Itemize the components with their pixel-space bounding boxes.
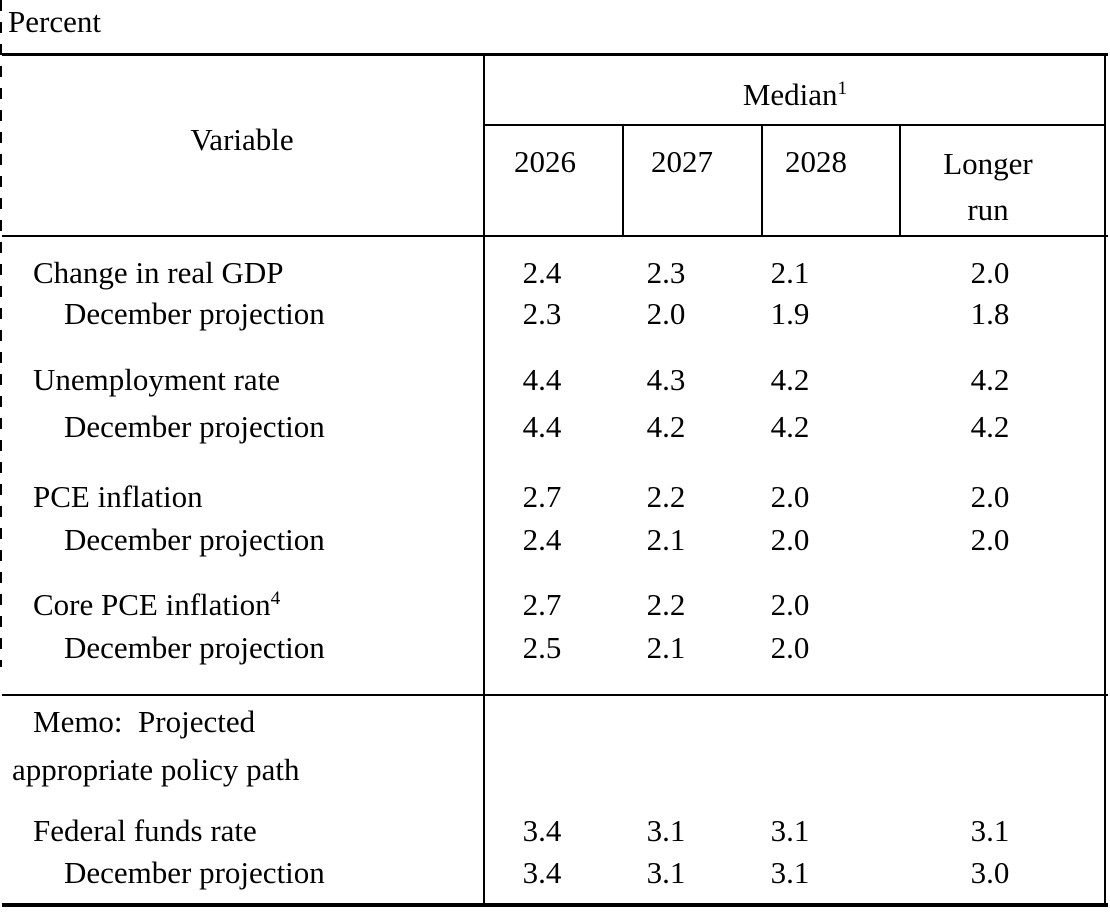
- cell-2027: 2.1: [646, 630, 686, 665]
- longer-run-dashed-separator: [0, 0, 2, 667]
- cell-2028: 2.1: [770, 255, 810, 290]
- cell-2028: 2.0: [770, 630, 810, 665]
- median-label: Median: [742, 77, 838, 112]
- cell-2027: 4.2: [646, 409, 686, 444]
- cell-longer-run: 3.1: [970, 813, 1010, 848]
- cell-2027: 2.0: [646, 296, 686, 331]
- column-header-2027: 2027: [651, 144, 713, 179]
- row-label: December projection: [64, 296, 325, 331]
- cell-2027: 2.1: [646, 522, 686, 557]
- column-header-longer-run: Longer run: [908, 141, 1068, 233]
- cell-2026: 2.4: [522, 255, 562, 290]
- table-row-ffr-december-projection: December projection 3.4 3.1 3.1 3.0: [0, 857, 1110, 889]
- cell-longer-run: 2.0: [970, 479, 1010, 514]
- variable-column-separator: [483, 53, 485, 905]
- cell-2027: 2.3: [646, 255, 686, 290]
- cell-2027: 2.2: [646, 479, 686, 514]
- cell-longer-run: 3.0: [970, 855, 1010, 890]
- cell-2026: 3.4: [522, 813, 562, 848]
- column-header-variable: Variable: [190, 122, 294, 157]
- cell-longer-run: 2.0: [970, 522, 1010, 557]
- row-label: Federal funds rate: [33, 813, 257, 848]
- row-label: Change in real GDP: [33, 255, 284, 290]
- cell-2027: 3.1: [646, 855, 686, 890]
- cell-longer-run: 1.8: [970, 296, 1010, 331]
- cell-2026: 3.4: [522, 855, 562, 890]
- top-rule: [2, 53, 1108, 56]
- row-label: December projection: [64, 522, 325, 557]
- cell-2026: 2.7: [522, 587, 562, 622]
- table-row-core-pce-inflation: Core PCE inflation4 2.7 2.2 2.0: [0, 589, 1110, 621]
- table-row-core-pce-december-projection: December projection 2.5 2.1 2.0: [0, 632, 1110, 664]
- cell-2028: 2.0: [770, 587, 810, 622]
- table-row-pce-inflation: PCE inflation 2.7 2.2 2.0 2.0: [0, 481, 1110, 513]
- cell-2027: 2.2: [646, 587, 686, 622]
- cell-2028: 4.2: [770, 409, 810, 444]
- year-divider-2027-2028: [761, 124, 763, 236]
- bottom-rule: [2, 903, 1108, 907]
- table-row-unemployment-december-projection: December projection 4.4 4.2 4.2 4.2: [0, 411, 1110, 443]
- core-pce-label: Core PCE inflation: [33, 587, 271, 622]
- year-divider-2028-longer-run: [899, 124, 901, 236]
- row-label: PCE inflation: [33, 479, 203, 514]
- longer-run-line1: Longer: [943, 146, 1033, 181]
- cell-2026: 2.4: [522, 522, 562, 557]
- row-label: December projection: [64, 630, 325, 665]
- cell-2026: 2.5: [522, 630, 562, 665]
- cell-2028: 1.9: [770, 296, 810, 331]
- memo-line2: appropriate policy path: [12, 752, 300, 787]
- memo-separator: [2, 694, 1108, 696]
- table-row-change-in-real-gdp: Change in real GDP 2.4 2.3 2.1 2.0: [0, 257, 1110, 289]
- cell-2026: 2.3: [522, 296, 562, 331]
- cell-2028: 3.1: [770, 813, 810, 848]
- year-divider-2026-2027: [622, 124, 624, 236]
- cell-2028: 4.2: [770, 362, 810, 397]
- cell-longer-run: 2.0: [970, 255, 1010, 290]
- cell-2027: 3.1: [646, 813, 686, 848]
- median-underline: [484, 124, 1106, 126]
- cell-2028: 2.0: [770, 479, 810, 514]
- cell-longer-run: 4.2: [970, 409, 1010, 444]
- row-label: Unemployment rate: [33, 362, 281, 397]
- cell-2026: 2.7: [522, 479, 562, 514]
- cell-2026: 4.4: [522, 409, 562, 444]
- footnote-marker-4: 4: [270, 588, 281, 610]
- table-row-unemployment-rate: Unemployment rate 4.4 4.3 4.2 4.2: [0, 364, 1110, 396]
- memo-line1: Memo: Projected: [33, 704, 256, 739]
- cell-2028: 3.1: [770, 855, 810, 890]
- footnote-marker-1: 1: [837, 78, 848, 100]
- column-header-2028: 2028: [785, 144, 847, 179]
- right-border: [1104, 53, 1106, 905]
- row-label: Core PCE inflation4: [33, 589, 280, 620]
- column-header-2026: 2026: [514, 144, 576, 179]
- unit-label: Percent: [8, 4, 101, 39]
- row-label: December projection: [64, 855, 325, 890]
- row-label: December projection: [64, 409, 325, 444]
- header-separator: [2, 235, 1108, 237]
- cell-longer-run: 4.2: [970, 362, 1010, 397]
- table-row-gdp-december-projection: December projection 2.3 2.0 1.9 1.8: [0, 298, 1110, 330]
- table-row-federal-funds-rate: Federal funds rate 3.4 3.1 3.1 3.1: [0, 815, 1110, 847]
- cell-2026: 4.4: [522, 362, 562, 397]
- cell-2028: 2.0: [770, 522, 810, 557]
- table-row-pce-december-projection: December projection 2.4 2.1 2.0 2.0: [0, 524, 1110, 556]
- column-header-median: Median1: [484, 79, 1106, 110]
- cell-2027: 4.3: [646, 362, 686, 397]
- longer-run-line2: run: [967, 192, 1009, 227]
